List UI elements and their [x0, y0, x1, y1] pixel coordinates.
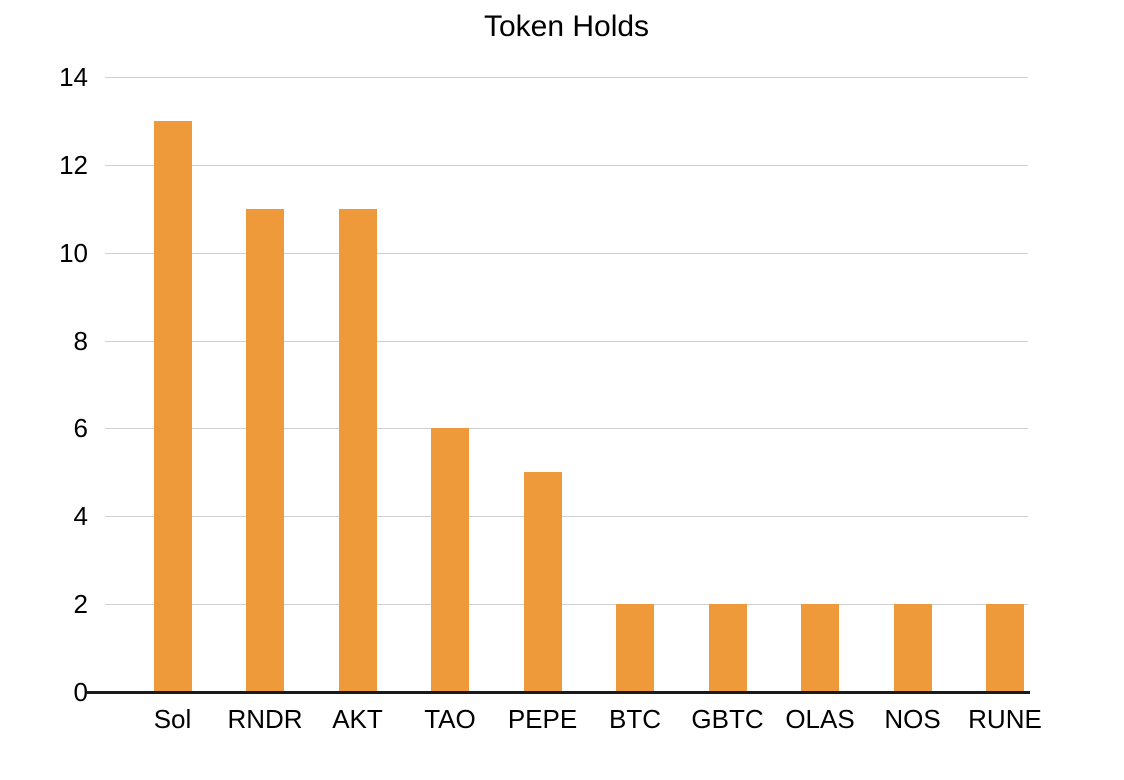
x-axis-line — [87, 691, 1030, 694]
ytick-label-14: 14 — [59, 61, 88, 92]
bar-BTC — [616, 604, 654, 692]
xtick-label-BTC: BTC — [609, 704, 661, 734]
xtick-label-AKT: AKT — [332, 704, 383, 734]
xtick-label-TAO: TAO — [424, 704, 476, 734]
ytick-label-6: 6 — [73, 413, 88, 444]
bar-GBTC — [708, 604, 747, 692]
bar-AKT — [338, 208, 377, 692]
ytick-label-12: 12 — [59, 149, 88, 180]
xtick-label-NOS: NOS — [884, 704, 941, 734]
gridline-y-2 — [105, 604, 1028, 606]
gridline-y-12 — [105, 164, 1028, 166]
gridline-y-8 — [105, 340, 1028, 342]
ytick-label-2: 2 — [73, 589, 88, 620]
gridline-y-14 — [105, 76, 1028, 78]
bar-PEPE — [523, 472, 562, 692]
gridline-y-6 — [105, 428, 1028, 430]
xtick-label-Sol: Sol — [153, 704, 192, 734]
bar-OLAS — [801, 604, 839, 692]
bar-RUNE — [986, 604, 1024, 692]
gridline-y-10 — [105, 252, 1028, 254]
ytick-label-10: 10 — [59, 237, 88, 268]
xtick-label-OLAS: OLAS — [785, 704, 855, 734]
xtick-label-RNDR: RNDR — [227, 704, 303, 734]
bar-TAO — [431, 428, 469, 692]
bar-NOS — [893, 604, 932, 692]
ytick-label-0: 0 — [73, 677, 88, 707]
ytick-label-4: 4 — [73, 501, 88, 532]
bar-Sol — [153, 120, 192, 692]
chart-title: Token Holds — [483, 10, 650, 43]
xtick-label-RUNE: RUNE — [968, 704, 1042, 734]
bar-RNDR — [246, 208, 284, 692]
ytick-label-8: 8 — [73, 325, 88, 356]
xtick-label-GBTC: GBTC — [691, 704, 764, 734]
gridline-y-4 — [105, 516, 1028, 518]
xtick-label-PEPE: PEPE — [507, 704, 578, 734]
